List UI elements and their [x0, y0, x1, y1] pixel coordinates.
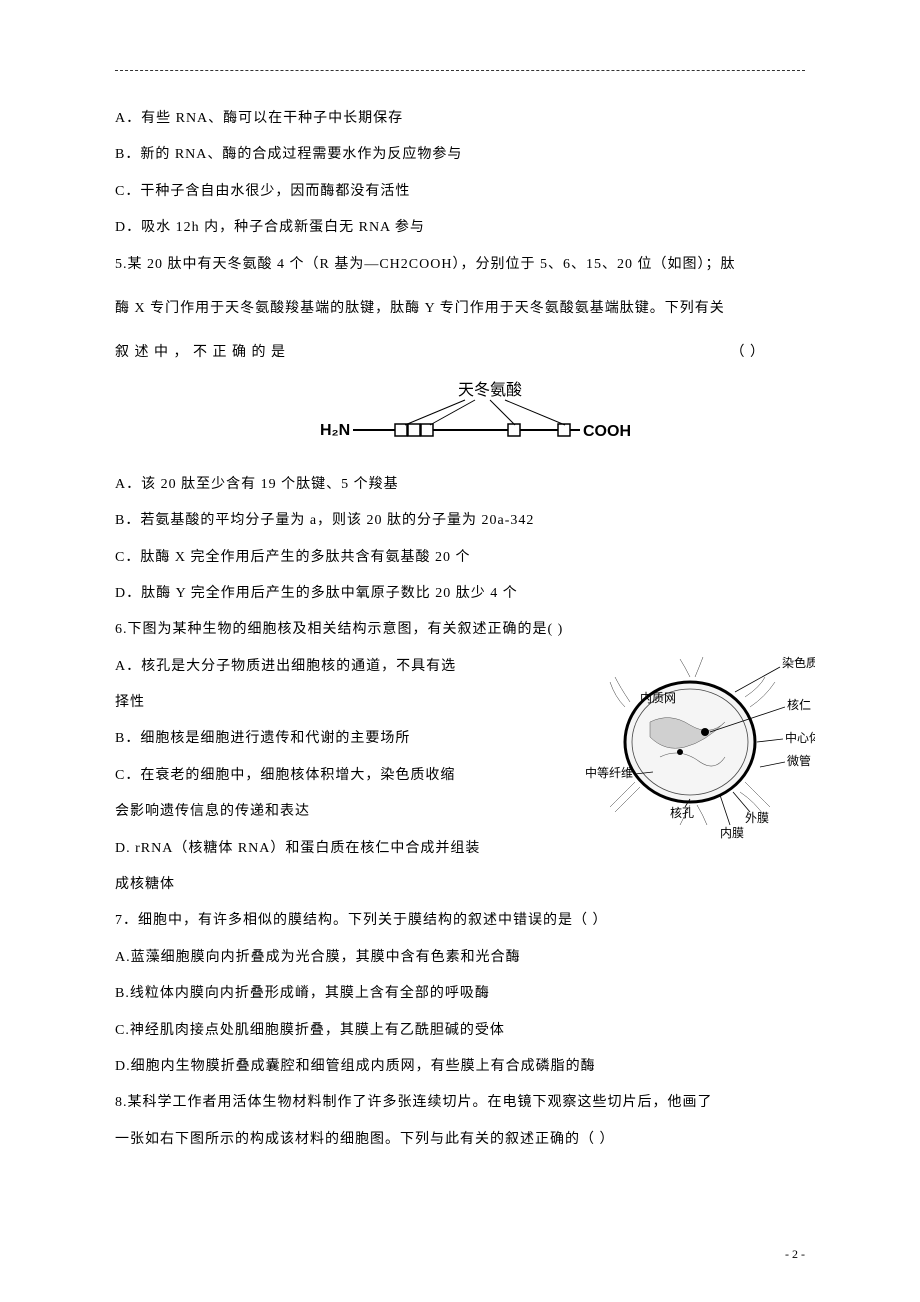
- q7-stem: 7．细胞中，有许多相似的膜结构。下列关于膜结构的叙述中错误的是（ ）: [115, 903, 805, 939]
- label-centrosome: 中心体: [785, 730, 815, 745]
- q6-cell-diagram: 染色质 内质网 核仁 中心体 微管 中等纤维 核孔 外膜 内膜: [585, 647, 815, 847]
- q7-opt-a: A.蓝藻细胞膜向内折叠成为光合膜，其膜中含有色素和光合酶: [115, 940, 805, 976]
- q5-intro-2: 酶 X 专门作用于天冬氨酸羧基端的肽键，肽酶 Y 专门作用于天冬氨酸氨基端肽键。…: [115, 291, 805, 327]
- q5-opt-a: A．该 20 肽至少含有 19 个肽键、5 个羧基: [115, 467, 805, 503]
- q-pre-opt-b: B．新的 RNA、酶的合成过程需要水作为反应物参与: [115, 137, 805, 173]
- q7-opt-d: D.细胞内生物膜折叠成囊腔和细管组成内质网，有些膜上有合成磷脂的酶: [115, 1049, 805, 1085]
- diagram-label-left: H₂N: [320, 422, 350, 439]
- label-inner: 内膜: [720, 826, 744, 840]
- page-number: - 2 -: [785, 1247, 805, 1262]
- label-microtubule: 微管: [787, 753, 811, 768]
- diagram-label-top: 天冬氨酸: [458, 381, 522, 399]
- q5-diagram: 天冬氨酸 H₂N COOH: [115, 380, 805, 455]
- q6-opt-b: B．细胞核是细胞进行遗传和代谢的主要场所: [115, 721, 555, 757]
- label-nucleolus: 核仁: [787, 698, 811, 712]
- q5-intro-1: 5.某 20 肽中有天冬氨酸 4 个（R 基为—CH2COOH），分别位于 5、…: [115, 247, 805, 283]
- q5-opt-c: C．肽酶 X 完全作用后产生的多肽共含有氨基酸 20 个: [115, 540, 805, 576]
- label-pore: 核孔: [670, 806, 694, 820]
- top-divider: [115, 70, 805, 71]
- q-pre-opt-c: C．干种子含自由水很少，因而酶都没有活性: [115, 174, 805, 210]
- q6-opt-d-2: 成核糖体: [115, 867, 805, 903]
- q5-opt-b: B．若氨基酸的平均分子量为 a，则该 20 肽的分子量为 20a-342: [115, 503, 805, 539]
- q8-line-2: 一张如右下图所示的构成该材料的细胞图。下列与此有关的叙述正确的（ ）: [115, 1122, 805, 1158]
- diagram-label-right: COOH: [583, 423, 630, 440]
- q7-opt-b: B.线粒体内膜向内折叠形成嵴，其膜上含有全部的呼吸酶: [115, 976, 805, 1012]
- label-chromatin: 染色质: [782, 655, 815, 670]
- q6-opt-c-1: C．在衰老的细胞中，细胞核体积增大，染色质收缩: [115, 758, 555, 794]
- q5-intro-3-text: 叙 述 中 ， 不 正 确 的 是: [115, 345, 286, 360]
- q6-opt-c-2: 会影响遗传信息的传递和表达: [115, 794, 555, 830]
- q5-opt-d: D．肽酶 Y 完全作用后产生的多肽中氧原子数比 20 肽少 4 个: [115, 576, 805, 612]
- q7-opt-c: C.神经肌肉接点处肌细胞膜折叠，其膜上有乙酰胆碱的受体: [115, 1013, 805, 1049]
- q-pre-opt-a: A．有些 RNA、酶可以在干种子中长期保存: [115, 101, 805, 137]
- label-intermediate: 中等纤维: [585, 765, 633, 780]
- q5-intro-3: 叙 述 中 ， 不 正 确 的 是 （ ）: [115, 335, 805, 371]
- label-er: 内质网: [640, 691, 676, 705]
- q8-line-1: 8.某科学工作者用活体生物材料制作了许多张连续切片。在电镜下观察这些切片后，他画…: [115, 1085, 805, 1121]
- q6-opt-a-1: A．核孔是大分子物质进出细胞核的通道，不具有选: [115, 649, 555, 685]
- q-pre-opt-d: D．吸水 12h 内，种子合成新蛋白无 RNA 参与: [115, 210, 805, 246]
- q5-blank: （ ）: [731, 335, 766, 371]
- q6-stem: 6.下图为某种生物的细胞核及相关结构示意图，有关叙述正确的是( ): [115, 612, 805, 648]
- label-outer: 外膜: [745, 811, 769, 825]
- q6-opt-a-2: 择性: [115, 685, 555, 721]
